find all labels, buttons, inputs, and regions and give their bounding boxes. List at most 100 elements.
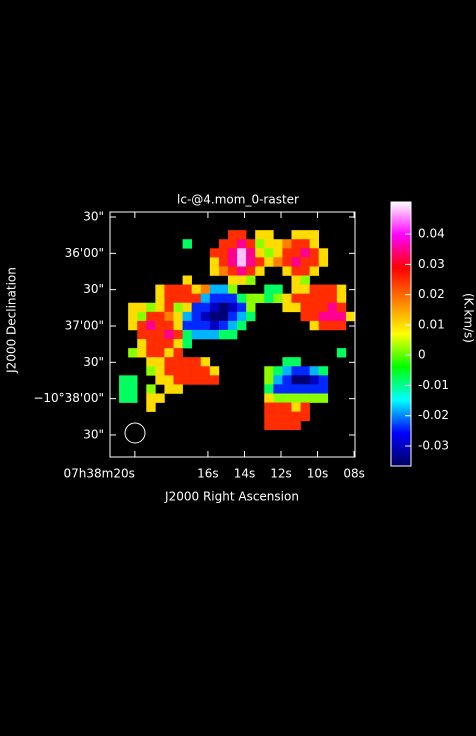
raster-cell: [237, 248, 247, 258]
raster-cell: [246, 275, 256, 285]
raster-cell: [164, 302, 174, 313]
raster-cell: [255, 266, 265, 276]
raster-cell: [309, 293, 320, 304]
raster-cell: [300, 293, 310, 304]
raster-cell: [309, 284, 320, 294]
x-tick-label: 14s: [234, 467, 256, 481]
chart-title: lc-@4.mom_0-raster: [177, 193, 299, 207]
raster-cell: [155, 357, 165, 367]
raster-cell: [182, 302, 192, 313]
raster-cell: [227, 239, 238, 249]
raster-cell: [282, 293, 292, 304]
raster-cell: [227, 230, 238, 240]
raster-cell: [164, 366, 174, 376]
raster-cell: [273, 293, 283, 304]
raster-cell: [273, 239, 283, 249]
raster-cell: [345, 311, 356, 322]
raster-cell: [191, 293, 202, 304]
raster-cell: [291, 420, 301, 431]
raster-cell: [291, 411, 301, 422]
raster-cell: [282, 375, 292, 385]
raster-cell: [282, 239, 292, 249]
raster-cell: [237, 230, 247, 240]
raster-cell: [146, 311, 156, 322]
raster-cell: [336, 320, 347, 331]
raster-cell: [282, 257, 292, 267]
raster-cell: [182, 339, 192, 349]
raster-cell: [255, 257, 265, 267]
y-tick-label: −10°38'00": [33, 391, 104, 405]
raster-cell: [146, 357, 156, 367]
raster-cell: [291, 248, 301, 258]
raster-cell: [309, 266, 320, 276]
raster-cell: [164, 329, 174, 340]
raster-cell: [200, 357, 211, 367]
y-tick-label: 30": [83, 210, 104, 224]
raster-cell: [173, 302, 183, 313]
raster-cell: [336, 302, 347, 313]
raster-cell: [146, 348, 156, 358]
raster-cell: [336, 293, 347, 304]
x-tick-label: 16s: [197, 467, 219, 481]
raster-cell: [200, 375, 211, 385]
raster-cell: [282, 384, 292, 394]
x-tick-label: 10s: [307, 467, 329, 481]
raster-cell: [282, 420, 292, 431]
raster-cell: [246, 293, 256, 304]
raster-cell: [318, 311, 329, 322]
raster-cell: [119, 384, 129, 394]
colorbar-label: (K.km/s): [462, 293, 476, 343]
raster-cell: [300, 411, 310, 422]
raster-cell: [318, 284, 329, 294]
raster-cell: [318, 393, 329, 403]
raster-cell: [155, 293, 165, 304]
raster-cell: [282, 266, 292, 276]
raster-cell: [191, 366, 202, 376]
raster-cell: [273, 384, 283, 394]
raster-cell: [137, 320, 147, 331]
raster-cell: [146, 329, 156, 340]
raster-cell: [218, 311, 229, 322]
colorbar: [390, 201, 412, 467]
raster-cell: [246, 257, 256, 267]
raster-cell: [300, 393, 310, 403]
raster-cell: [191, 284, 202, 294]
raster-cell: [291, 257, 301, 267]
raster-cell: [173, 311, 183, 322]
raster-cell: [291, 357, 301, 367]
raster-cell: [218, 248, 229, 258]
raster-cell: [227, 320, 238, 331]
raster-cell: [282, 302, 292, 313]
raster-cell: [336, 348, 347, 358]
raster-cell: [282, 411, 292, 422]
raster-cell: [291, 375, 301, 385]
raster-cell: [291, 230, 301, 240]
raster-cell: [300, 384, 310, 394]
raster-cell: [218, 293, 229, 304]
raster-cell: [128, 348, 138, 358]
raster-cell: [336, 284, 347, 294]
raster-cell: [300, 239, 310, 249]
raster-cell: [291, 239, 301, 249]
raster-cell: [300, 366, 310, 376]
raster-cell: [282, 402, 292, 412]
raster-cell: [227, 302, 238, 313]
raster-cell: [246, 266, 256, 276]
raster-cell: [291, 293, 301, 304]
raster-cell: [300, 284, 310, 294]
raster-cell: [128, 393, 138, 403]
colorbar-tick-label: 0.01: [418, 317, 445, 331]
raster-cell: [246, 311, 256, 322]
raster-cell: [182, 284, 192, 294]
raster-cell: [327, 284, 338, 294]
y-tick-label: 30": [83, 355, 104, 369]
raster-cell: [300, 257, 310, 267]
raster-cell: [246, 239, 256, 249]
raster-cell: [227, 293, 238, 304]
raster-cell: [137, 339, 147, 349]
raster-cell: [164, 357, 174, 367]
raster-cell: [182, 375, 192, 385]
x-tick-label: 08s: [343, 467, 365, 481]
raster-cell: [146, 402, 156, 412]
raster-cell: [128, 311, 138, 322]
